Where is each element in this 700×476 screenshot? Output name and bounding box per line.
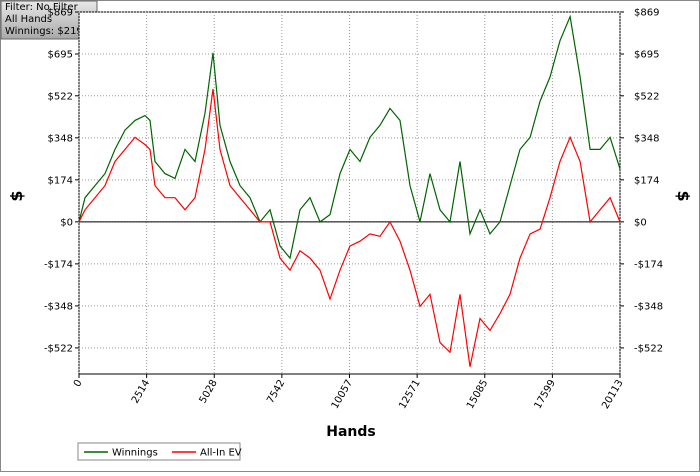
y2-axis-label: $ [674,190,693,201]
y-tick-label: $869 [48,8,73,19]
y-axis-label: $ [7,190,26,201]
y2-tick-label: -$522 [634,343,663,354]
series-line [78,14,621,260]
x-axis-label: Hands [326,424,376,440]
y2-tick-label: $0 [634,217,647,228]
y-tick-label: -$174 [44,259,73,270]
y-tick-label: $174 [48,175,73,186]
legend [77,442,241,461]
y2-tick-label: $695 [634,50,659,61]
info-text: All Hands [5,14,52,25]
y2-tick-label: -$348 [634,301,663,312]
y-tick-label: $348 [48,133,73,144]
y-tick-label: $0 [60,217,73,228]
series-line [78,88,621,367]
y2-tick-label: $348 [634,133,659,144]
y2-tick-label: -$174 [634,259,663,270]
x-tick-label: 0 [72,378,85,389]
y-tick-label: $522 [48,91,73,102]
info-text: Winnings: $219.29 [5,26,99,37]
y2-tick-label: $174 [634,175,659,186]
info-text: Filter: No Filter [5,2,79,13]
y2-tick-label: $869 [634,8,659,19]
y-tick-label: -$348 [44,301,73,312]
y-tick-label: $695 [48,50,73,61]
y2-tick-label: $522 [634,91,659,102]
y-tick-label: -$522 [44,343,73,354]
legend-label: Winnings [112,448,158,459]
legend-label: All-In EV [200,448,242,459]
